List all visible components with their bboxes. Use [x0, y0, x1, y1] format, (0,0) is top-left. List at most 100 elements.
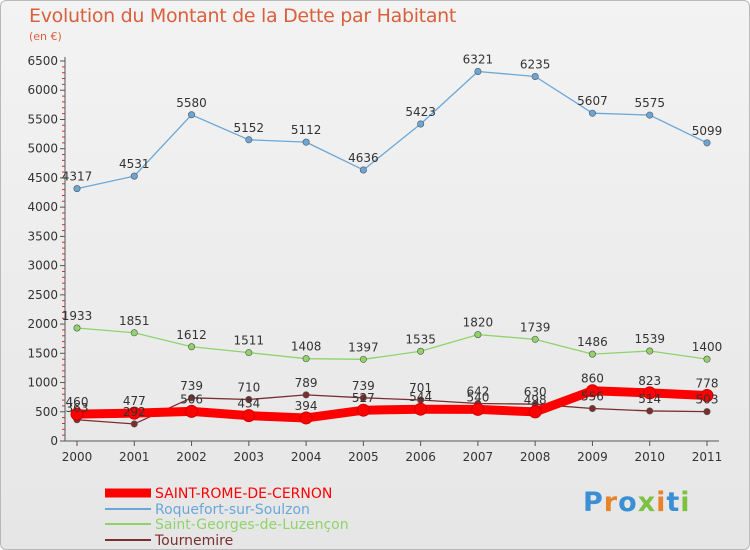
x-tick-label: 2009 [577, 450, 608, 464]
y-tick-label: 3500 [27, 229, 58, 243]
data-point [302, 391, 310, 399]
data-label: 739 [352, 379, 375, 393]
data-point [73, 185, 81, 193]
data-label: 394 [295, 399, 318, 413]
data-point [528, 405, 542, 419]
data-label: 434 [237, 397, 260, 411]
data-point [70, 407, 84, 421]
data-point [245, 395, 253, 403]
data-label: 701 [409, 381, 432, 395]
data-point [531, 72, 539, 80]
data-label: 477 [123, 394, 146, 408]
data-point [188, 343, 196, 351]
series-lines [70, 67, 714, 428]
series-line-2 [76, 327, 708, 360]
y-tick-label: 500 [35, 405, 58, 419]
logo-letter: i [680, 487, 691, 518]
data-label: 1933 [62, 309, 93, 323]
x-tick-label: 2002 [176, 450, 207, 464]
data-point [185, 404, 199, 418]
logo-letter: t [666, 487, 681, 518]
data-label: 1511 [234, 334, 265, 348]
data-label: 1739 [520, 320, 551, 334]
x-tick-label: 2003 [234, 450, 265, 464]
data-point [130, 172, 138, 180]
data-label: 540 [466, 390, 489, 404]
legend-label: SAINT-ROME-DE-CERNON [155, 486, 332, 502]
chart-title: Evolution du Montant de la Dette par Hab… [29, 5, 457, 27]
data-point [245, 349, 253, 357]
data-point [127, 406, 141, 420]
data-label: 506 [180, 392, 203, 406]
legend-label: Tournemire [154, 533, 233, 549]
y-tick-label: 4500 [27, 171, 58, 185]
data-label: 1851 [119, 314, 150, 328]
data-label: 789 [295, 376, 318, 390]
data-label: 363 [66, 401, 89, 415]
data-label: 739 [180, 379, 203, 393]
logo-letter: r [603, 487, 619, 518]
data-label: 1820 [463, 316, 494, 330]
data-point [414, 402, 428, 416]
data-label: 1400 [692, 340, 723, 354]
proxiti-logo: Proxiti [583, 487, 691, 518]
series-line-1 [76, 70, 708, 190]
data-point [588, 350, 596, 358]
chart-unit: (en €) [29, 30, 62, 43]
x-tick-label: 2004 [291, 450, 322, 464]
data-label: 5607 [577, 94, 608, 108]
x-tick-label: 2011 [692, 450, 723, 464]
data-label: 514 [638, 392, 661, 406]
data-point [245, 136, 253, 144]
data-point [646, 347, 654, 355]
data-label: 498 [524, 393, 547, 407]
data-point [646, 111, 654, 119]
data-label: 5099 [692, 124, 723, 138]
y-tick-label: 3000 [27, 259, 58, 273]
x-tick-label: 2008 [520, 450, 551, 464]
logo-letter: i [656, 487, 667, 518]
series-line-0 [72, 386, 712, 423]
data-point [646, 407, 654, 415]
data-label: 1539 [634, 332, 665, 346]
data-point [588, 404, 596, 412]
data-point [188, 394, 196, 402]
data-label: 4636 [348, 151, 379, 165]
data-point [302, 355, 310, 363]
data-point [73, 324, 81, 332]
x-tick-label: 2006 [405, 450, 436, 464]
data-point [417, 347, 425, 355]
data-label: 5580 [176, 96, 207, 110]
y-tick-label: 2500 [27, 288, 58, 302]
series-line-3 [76, 394, 708, 425]
y-tick-label: 5500 [27, 112, 58, 126]
data-label: 1535 [405, 332, 436, 346]
data-point [130, 329, 138, 337]
data-point [703, 139, 711, 147]
data-label: 5152 [234, 121, 265, 135]
data-label: 4531 [119, 157, 150, 171]
data-label: 5112 [291, 123, 322, 137]
data-point [703, 408, 711, 416]
data-label: 5423 [405, 105, 436, 119]
y-tick-label: 0 [50, 434, 58, 448]
data-label: 630 [524, 385, 547, 399]
data-label: 1408 [291, 340, 322, 354]
legend-label: Saint-Georges-de-Luzençon [155, 517, 349, 533]
y-tick-label: 6500 [27, 54, 58, 68]
y-tick-label: 2000 [27, 317, 58, 331]
data-point [474, 67, 482, 75]
data-label: 4317 [62, 170, 93, 184]
data-label: 503 [696, 393, 719, 407]
legend: SAINT-ROME-DE-CERNONRoquefort-sur-Soulzo… [105, 486, 349, 549]
data-label: 1486 [577, 335, 608, 349]
data-label: 5575 [634, 96, 665, 110]
logo-letter: x [637, 487, 657, 518]
data-labels: 460 477 506 434 394 527 544 540 498 860 823 778 4317… [62, 52, 723, 418]
data-label: 544 [409, 390, 432, 404]
data-point [417, 120, 425, 128]
data-label: 556 [581, 389, 604, 403]
data-point [356, 403, 370, 417]
data-label: 1612 [176, 328, 207, 342]
